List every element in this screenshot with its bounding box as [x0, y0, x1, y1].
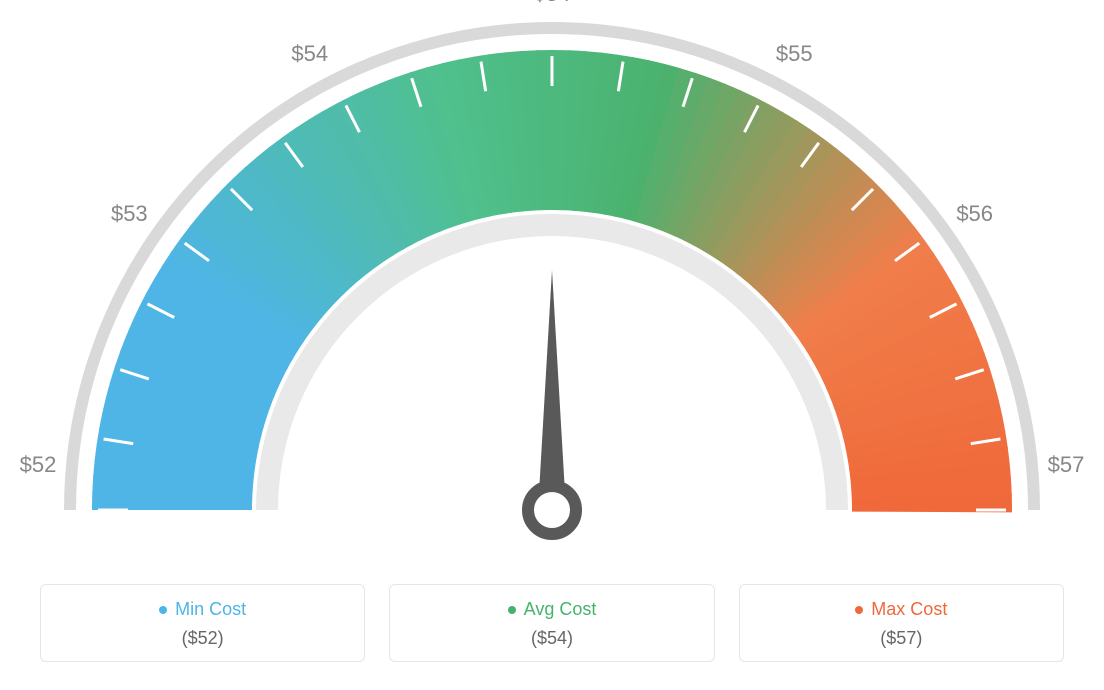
legend-max-label: Max Cost: [871, 599, 947, 620]
legend-avg-label: Avg Cost: [524, 599, 597, 620]
legend-avg-card: Avg Cost ($54): [389, 584, 714, 662]
gauge-tick-label: $53: [111, 201, 148, 227]
gauge-tick-label: $54: [534, 0, 571, 7]
legend-min-dot: [159, 606, 167, 614]
legend-min-card: Min Cost ($52): [40, 584, 365, 662]
legend-avg-value: ($54): [390, 628, 713, 649]
legend-avg-title: Avg Cost: [508, 599, 597, 620]
gauge-chart-container: $52 $53 $54 $54 $55 $56 $57 Min Cost ($52) Avg…: [0, 0, 1104, 690]
legend-min-title: Min Cost: [159, 599, 246, 620]
gauge-tick-label: $57: [1048, 452, 1085, 478]
legend-avg-dot: [508, 606, 516, 614]
legend-max-card: Max Cost ($57): [739, 584, 1064, 662]
gauge: $52 $53 $54 $54 $55 $56 $57: [0, 0, 1104, 560]
legend-min-label: Min Cost: [175, 599, 246, 620]
legend-max-dot: [855, 606, 863, 614]
gauge-tick-label: $54: [291, 41, 328, 67]
legend-max-title: Max Cost: [855, 599, 947, 620]
gauge-svg: [0, 0, 1104, 560]
gauge-tick-label: $55: [776, 41, 813, 67]
legend-min-value: ($52): [41, 628, 364, 649]
gauge-tick-label: $52: [20, 452, 57, 478]
legend-row: Min Cost ($52) Avg Cost ($54) Max Cost (…: [40, 584, 1064, 662]
legend-max-value: ($57): [740, 628, 1063, 649]
gauge-tick-label: $56: [956, 201, 993, 227]
